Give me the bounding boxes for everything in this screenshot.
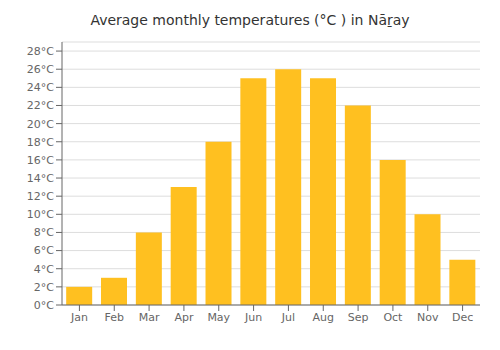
svg-text:Apr: Apr [174, 311, 194, 324]
svg-text:Mar: Mar [139, 311, 160, 324]
svg-text:18°C: 18°C [27, 136, 54, 149]
svg-text:28°C: 28°C [27, 45, 54, 58]
svg-text:8°C: 8°C [34, 226, 54, 239]
html-text:Average monthly temperatures (: Average monthly temperatures (°C ) in Nā… [90, 12, 410, 28]
svg-text:14°C: 14°C [27, 172, 54, 185]
svg-text:16°C: 16°C [27, 154, 54, 167]
svg-text:Aug: Aug [313, 311, 334, 324]
svg-text:22°C: 22°C [27, 99, 54, 112]
svg-text:6°C: 6°C [34, 244, 54, 257]
svg-text:20°C: 20°C [27, 118, 54, 131]
svg-text:10°C: 10°C [27, 208, 54, 221]
svg-text:Oct: Oct [383, 311, 403, 324]
svg-text:4°C: 4°C [34, 263, 54, 276]
svg-text:Jan: Jan [70, 311, 88, 324]
svg-text:Feb: Feb [105, 311, 124, 324]
svg-text:Nov: Nov [417, 311, 439, 324]
svg-text:0°C: 0°C [34, 299, 54, 312]
svg-text:2°C: 2°C [34, 281, 54, 294]
svg-text:Jun: Jun [244, 311, 262, 324]
svg-text:Jul: Jul [281, 311, 295, 324]
svg-text:Dec: Dec [452, 311, 473, 324]
svg-text:12°C: 12°C [27, 190, 54, 203]
svg-text:24°C: 24°C [27, 81, 54, 94]
svg-text:May: May [207, 311, 230, 324]
svg-text:26°C: 26°C [27, 63, 54, 76]
svg-text:Sep: Sep [348, 311, 369, 324]
